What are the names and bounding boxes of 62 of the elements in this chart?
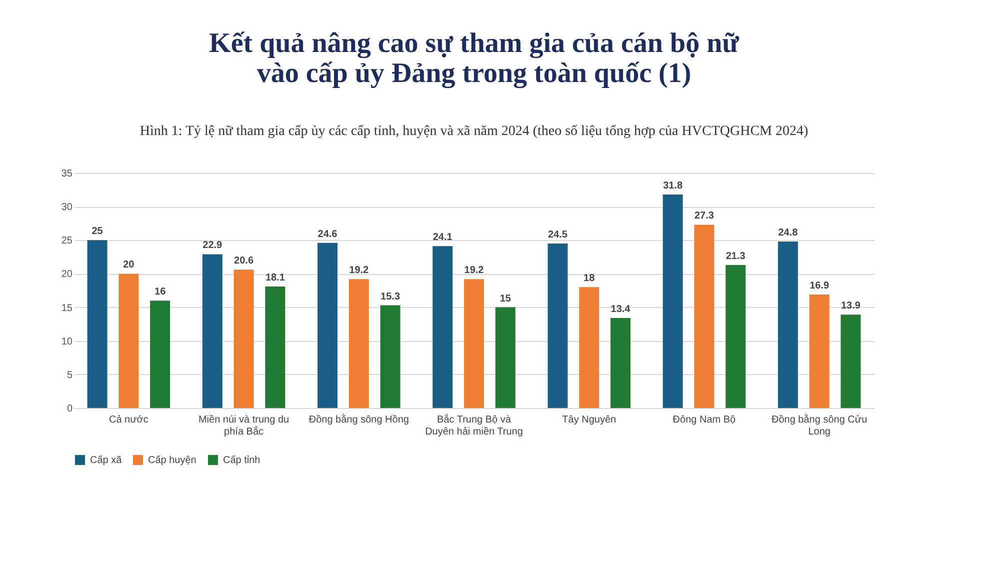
bar [495, 307, 516, 408]
y-tick-label: 15 [61, 302, 73, 314]
bar [265, 286, 286, 408]
data-label: 22.9 [202, 240, 223, 252]
bar [432, 246, 453, 408]
y-tick-label: 35 [61, 168, 73, 180]
data-label: 13.9 [840, 300, 861, 312]
data-label: 13.4 [610, 304, 631, 316]
data-label: 21.3 [726, 250, 746, 262]
x-tick-label: Đồng bằng sông Hồng [308, 414, 409, 426]
bar [234, 270, 254, 408]
bar [662, 194, 683, 408]
bar [202, 254, 222, 408]
data-label: 18.1 [265, 272, 286, 284]
bar [380, 305, 400, 408]
data-label: 15.3 [380, 291, 400, 302]
x-tick-label: Tây Nguyên [562, 414, 616, 426]
legend-label: Cấp huyện [148, 455, 196, 466]
data-label: 24.1 [432, 232, 453, 244]
y-tick-label: 20 [61, 269, 73, 280]
bar [610, 318, 630, 408]
bar [464, 279, 484, 408]
data-label: 20 [123, 260, 135, 271]
data-label: 15 [500, 293, 512, 304]
x-tick-label: Miền núi và trung du phía Bắc [198, 414, 290, 438]
data-label: 31.8 [663, 180, 683, 192]
bar [579, 287, 600, 408]
y-tick-label: 10 [61, 336, 73, 348]
data-label: 24.5 [548, 230, 568, 240]
bar [548, 244, 568, 408]
data-label: 20.6 [234, 256, 254, 267]
bar [118, 274, 139, 408]
y-tick-label: 0 [66, 404, 73, 414]
bar [726, 264, 746, 408]
x-tick-label: Đông Nam Bộ [672, 414, 736, 426]
bar [318, 242, 338, 408]
legend-label: Cấp tỉnh [223, 455, 260, 466]
data-label: 24.6 [318, 228, 338, 240]
bar [348, 279, 369, 408]
data-label: 24.8 [778, 227, 798, 238]
bar [150, 300, 170, 408]
data-label: 16 [154, 286, 166, 298]
legend-label: Cấp xã [90, 455, 122, 466]
x-tick-label: Cả nước [108, 414, 148, 426]
bar [840, 314, 861, 408]
bar [694, 224, 714, 408]
bar [809, 294, 830, 408]
y-tick-label: 25 [61, 236, 73, 247]
data-label: 18 [584, 273, 596, 284]
chart-title: Kết quả nâng cao sự tham gia của cán bộ nữ vào cấp ủy Đảng trong toàn quốc (1) [209, 28, 740, 89]
y-tick-label: 30 [61, 202, 73, 214]
x-tick-label: Đồng bằng sông Cửu Long [771, 414, 868, 438]
data-label: 16.9 [810, 280, 830, 292]
data-label: 19.2 [349, 265, 370, 276]
data-label: 19.2 [464, 265, 484, 276]
data-label: 25 [92, 226, 104, 238]
chart-subtitle: Hình 1: Tỷ lệ nữ tham gia cấp ủy các cấp tỉnh, huyện và xã năm 2024 (theo số liệu tổng hợp của HVCTQGHCM 2024) [140, 124, 808, 139]
bar [778, 241, 798, 408]
bar [87, 240, 108, 408]
data-label: 27.3 [694, 210, 714, 222]
x-tick-label: Bắc Trung Bộ và Duyên hải miền Trung [425, 414, 523, 438]
y-tick-label: 5 [66, 370, 73, 381]
